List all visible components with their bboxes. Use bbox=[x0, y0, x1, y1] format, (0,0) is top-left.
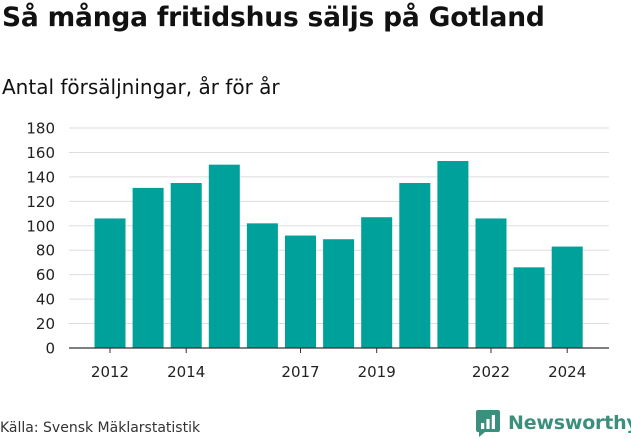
bar-2015 bbox=[208, 164, 240, 348]
x-tick-label: 2017 bbox=[281, 363, 319, 381]
chart-subtitle: Antal försäljningar, år för år bbox=[2, 75, 280, 99]
bar-2021 bbox=[437, 161, 469, 348]
bar-2024 bbox=[551, 246, 583, 348]
y-tick-label: 140 bbox=[26, 168, 55, 186]
bar-2013 bbox=[132, 187, 164, 348]
y-tick-label: 80 bbox=[36, 242, 55, 260]
y-axis-ticks: 0 20 40 60 80 100 120 140 160 180 bbox=[26, 120, 55, 358]
y-tick-label: 100 bbox=[26, 217, 55, 235]
y-tick-label: 60 bbox=[36, 266, 55, 284]
x-axis-ticks: 2012 2014 2017 2019 2022 2024 bbox=[91, 348, 586, 381]
x-tick-label: 2022 bbox=[472, 363, 510, 381]
bar-2023 bbox=[513, 267, 545, 348]
x-tick-label: 2012 bbox=[91, 363, 129, 381]
bar-2017 bbox=[285, 235, 316, 348]
bar-2020 bbox=[399, 183, 431, 348]
newsworthy-logo[interactable]: Newsworthy bbox=[476, 408, 631, 438]
x-tick-label: 2019 bbox=[358, 363, 396, 381]
bars bbox=[94, 161, 583, 348]
y-tick-label: 0 bbox=[45, 340, 55, 358]
y-tick-label: 160 bbox=[26, 144, 55, 162]
bar-2018 bbox=[323, 239, 355, 348]
bar-2022 bbox=[475, 218, 507, 348]
bar-chart-speech-bubble-icon bbox=[476, 409, 500, 437]
x-tick-label: 2024 bbox=[548, 363, 586, 381]
x-tick-label: 2014 bbox=[167, 363, 205, 381]
brand-name: Newsworthy bbox=[508, 412, 631, 434]
bar-2014 bbox=[170, 183, 202, 348]
y-tick-label: 40 bbox=[36, 291, 55, 309]
bar-2012 bbox=[94, 218, 126, 348]
y-tick-label: 120 bbox=[26, 193, 55, 211]
bar-2019 bbox=[361, 217, 393, 348]
bar-2016 bbox=[246, 223, 278, 348]
y-tick-label: 180 bbox=[26, 120, 55, 138]
y-tick-label: 20 bbox=[36, 315, 55, 333]
chart-title: Så många fritidshus säljs på Gotland bbox=[2, 2, 545, 33]
source-note: Källa: Svensk Mäklarstatistik bbox=[0, 420, 201, 436]
